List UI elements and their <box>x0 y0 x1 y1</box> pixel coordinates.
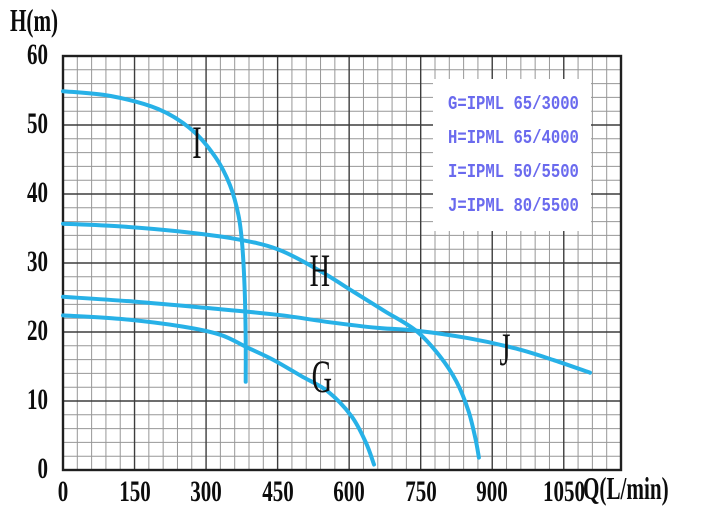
x-tick-label-600: 600 <box>333 475 365 508</box>
x-axis-title: Q(L/min) <box>583 470 669 506</box>
y-tick-label-30: 30 <box>27 245 48 278</box>
legend-box: G=IPML 65/3000 H=IPML 65/4000 I=IPML 50/… <box>433 79 591 231</box>
x-tick-label-1050: 1050 <box>542 475 585 508</box>
y-tick-label-0: 0 <box>37 452 49 485</box>
legend-item-G: G=IPML 65/3000 <box>448 93 579 115</box>
y-tick-label-40: 40 <box>27 176 48 209</box>
x-tick-label-300: 300 <box>190 475 222 508</box>
y-tick-label-10: 10 <box>27 383 48 416</box>
legend-item-I: I=IPML 50/5500 <box>448 161 579 183</box>
legend-item-H: H=IPML 65/4000 <box>448 127 579 149</box>
x-tick-label-450: 450 <box>261 475 294 508</box>
curve-label-J: J <box>499 323 511 376</box>
x-tick-label-0: 0 <box>57 475 69 508</box>
curve-label-I: I <box>192 116 202 169</box>
y-tick-label-20: 20 <box>27 314 48 347</box>
x-tick-label-750: 750 <box>404 475 437 508</box>
curve-G <box>61 313 376 467</box>
pump-curves <box>61 89 592 467</box>
plot-border <box>61 54 623 472</box>
curve-J <box>61 294 592 375</box>
y-tick-label-50: 50 <box>27 107 48 140</box>
curve-H <box>61 221 481 460</box>
y-axis-title: H(m) <box>10 2 59 38</box>
y-tick-label-60: 60 <box>27 38 48 71</box>
legend-item-J: J=IPML 80/5500 <box>448 195 579 217</box>
curve-label-G: G <box>311 350 333 403</box>
curve-I <box>61 89 248 384</box>
curve-label-H: H <box>309 245 331 298</box>
x-tick-label-900: 900 <box>476 475 508 508</box>
x-tick-label-150: 150 <box>118 475 151 508</box>
